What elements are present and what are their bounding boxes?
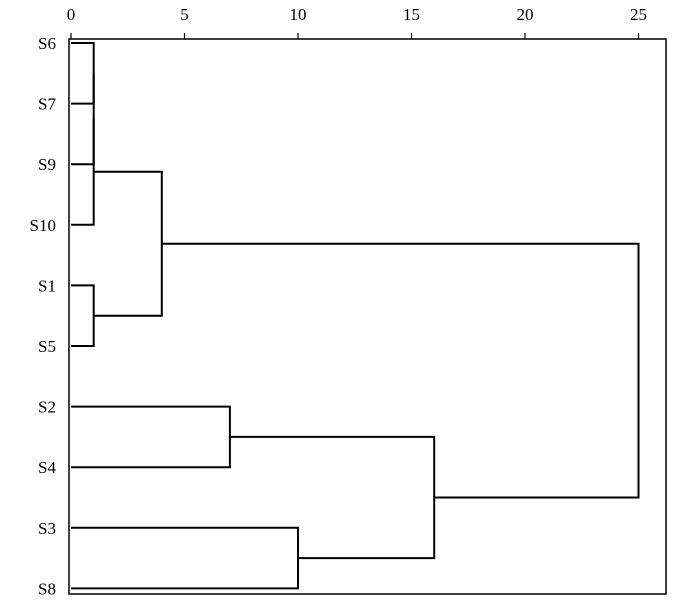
- merge-link-e: [93, 170, 163, 317]
- leaf-label-s7: S7: [38, 95, 56, 114]
- leaf-label-s8: S8: [38, 579, 56, 598]
- merge-link-f: [71, 405, 231, 469]
- leaf-label-s10: S10: [30, 216, 56, 235]
- leaf-label-s2: S2: [38, 398, 56, 417]
- leaf-label-s9: S9: [38, 155, 56, 174]
- leaf-label-s4: S4: [38, 458, 56, 477]
- x-axis: 0 5 10 15 20 25: [67, 5, 647, 39]
- leaf-label-s3: S3: [38, 519, 56, 538]
- leaf-label-s1: S1: [38, 276, 56, 295]
- leaf-label-s5: S5: [38, 337, 56, 356]
- x-tick-label: 5: [180, 5, 189, 24]
- merge-link-d: [71, 284, 95, 347]
- x-tick-label: 10: [290, 5, 307, 24]
- x-tick-label: 20: [517, 5, 534, 24]
- dendrogram-links: [71, 42, 640, 590]
- merge-link-b: [71, 73, 95, 166]
- x-tick-label: 15: [403, 5, 420, 24]
- merge-link-a: [71, 42, 95, 105]
- x-tick-label: 25: [630, 5, 647, 24]
- merge-link-g: [71, 526, 299, 590]
- merge-link-c: [71, 118, 95, 226]
- merge-link-i: [161, 242, 640, 499]
- x-tick-label: 0: [67, 5, 76, 24]
- leaf-labels: S6 S7 S9 S10 S1 S5 S2 S4 S3 S8: [30, 34, 57, 598]
- leaf-label-s6: S6: [38, 34, 56, 53]
- merge-link-h: [229, 435, 436, 560]
- plot-frame: [68, 38, 667, 595]
